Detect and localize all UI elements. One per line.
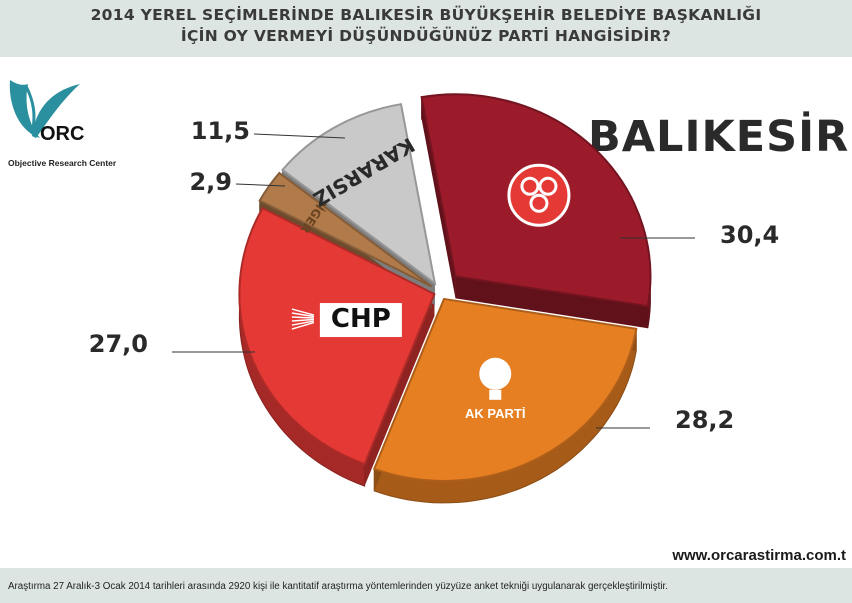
mhp-crescent-icon-1 xyxy=(538,176,558,196)
pie-top-layer: 30,428,2AK PARTİ27,0CHP2,9DİGER11,5KARAR… xyxy=(89,93,779,482)
slice-wall-chp-0 xyxy=(364,294,435,487)
methodology-note: Araştırma 27 Aralık-3 Ocak 2014 tarihler… xyxy=(8,581,668,592)
value-label-kararsiz: 11,5 xyxy=(191,117,250,145)
chp-ray-icon-2 xyxy=(291,316,314,319)
slice-kararsiz xyxy=(281,103,437,286)
chp-ray-icon-3 xyxy=(291,318,314,322)
header-bar: 2014 YEREL SEÇİMLERİNDE BALIKESİR BÜYÜKŞ… xyxy=(0,0,852,57)
city-name: BALIKESİR xyxy=(588,112,850,162)
chp-ray-icon-0 xyxy=(291,308,315,316)
slice-di-ger xyxy=(258,171,433,288)
logo-caption: Objective Research Center xyxy=(8,158,117,168)
leader-line-di-ger xyxy=(235,183,286,187)
value-label-di-ger: 2,9 xyxy=(189,168,232,196)
akp-bulb-base-icon xyxy=(489,389,502,400)
akp-bulb-icon xyxy=(479,357,512,390)
slice-label-ak-parti-: AK PARTİ xyxy=(465,406,525,421)
value-label-ak-parti-: 28,2 xyxy=(675,406,734,434)
logo-mark: ORC xyxy=(40,123,84,145)
value-label-chp: 27,0 xyxy=(89,330,148,358)
slice-ak-parti- xyxy=(372,297,638,482)
slice-label-chp: CHP xyxy=(331,304,391,334)
mhp-crescent-icon-2 xyxy=(529,193,549,213)
chp-ray-icon-5 xyxy=(291,321,315,330)
chp-ray-icon-1 xyxy=(291,312,314,318)
chp-ray-icon-4 xyxy=(291,320,315,326)
website-url[interactable]: www.orcarastirma.com.t xyxy=(672,547,846,564)
footer-bar: Araştırma 27 Aralık-3 Ocak 2014 tarihler… xyxy=(0,568,852,603)
mhp-crescent-icon-0 xyxy=(520,176,540,196)
chart-title-line1: 2014 YEREL SEÇİMLERİNDE BALIKESİR BÜYÜKŞ… xyxy=(90,6,762,24)
slice-wall-mhp-0 xyxy=(421,97,456,299)
chp-logo-box xyxy=(319,303,402,338)
value-label-mhp: 30,4 xyxy=(720,221,779,249)
slice-wall-mhp-1 xyxy=(455,276,648,329)
chart-title-line2: İÇİN OY VERMEYİ DÜŞÜNDÜĞÜNÜZ PARTİ HANGİ… xyxy=(180,27,672,45)
orc-logo: ORC xyxy=(9,80,84,145)
leader-line-kararsiz xyxy=(253,133,346,139)
